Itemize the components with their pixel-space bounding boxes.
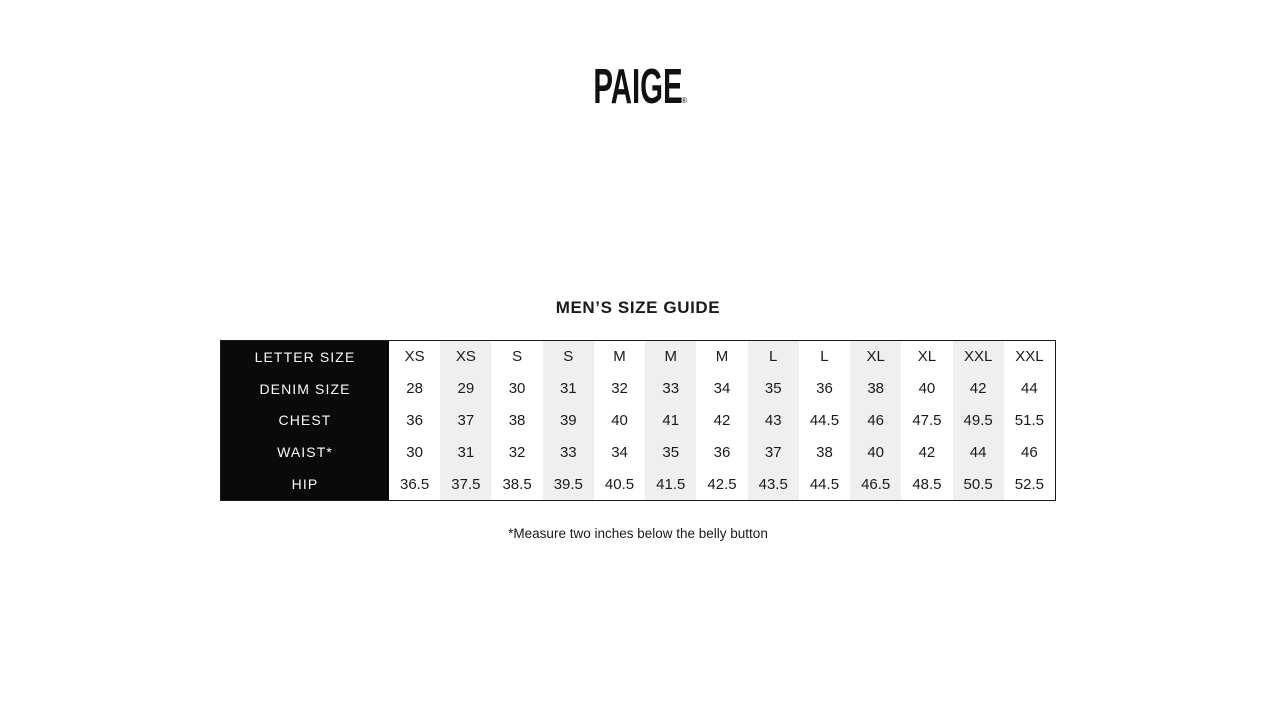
row-header: HIP [221, 468, 389, 500]
size-cell: 39.5 [542, 468, 594, 500]
row-header: DENIM SIZE [221, 372, 389, 405]
size-guide-table: LETTER SIZE XS XS S S M M M L L XL XL XXL XXL DENIM SI… [220, 340, 1056, 501]
size-cell: 50.5 [952, 468, 1004, 500]
size-cell: 33 [542, 436, 594, 469]
size-cell: 28 [389, 372, 441, 405]
size-cell: 43.5 [747, 468, 799, 500]
size-cell: 46 [1003, 436, 1055, 469]
size-cell: 29 [440, 372, 492, 405]
size-cell: 42.5 [696, 468, 748, 500]
size-cell: 44.5 [798, 468, 851, 500]
size-cell: S [542, 341, 594, 373]
size-cell: 35 [645, 436, 697, 469]
size-cell: 32 [491, 436, 543, 469]
size-cell: 49.5 [952, 404, 1004, 437]
size-cell: 43 [747, 404, 799, 437]
size-cell: 31 [440, 436, 492, 469]
size-cell: 37 [747, 436, 799, 469]
size-cell: XXL [952, 341, 1004, 373]
size-cell: 36 [696, 436, 748, 469]
size-cell: 36 [389, 404, 441, 437]
size-cell: 37 [440, 404, 492, 437]
size-cell: 38 [798, 436, 851, 469]
size-cell: 40 [901, 372, 953, 405]
size-cell: 34 [593, 436, 646, 469]
size-cell: 38 [491, 404, 543, 437]
size-cell: M [645, 341, 697, 373]
size-guide-page: PAIGE ® MEN’S SIZE GUIDE LETTER SIZE XS XS… [220, 0, 1056, 720]
brand-logo: PAIGE ® [593, 60, 687, 114]
size-cell: 44 [952, 436, 1004, 469]
size-cell: 42 [901, 436, 953, 469]
size-cell: 48.5 [901, 468, 953, 500]
size-cell: 30 [491, 372, 543, 405]
size-cell: 46.5 [850, 468, 902, 500]
size-cell: L [798, 341, 851, 373]
brand-header: PAIGE ® [220, 60, 1056, 114]
size-cell: 40 [593, 404, 646, 437]
size-cell: 37.5 [440, 468, 492, 500]
size-cell: 38 [850, 372, 902, 405]
size-cell: XS [440, 341, 492, 373]
size-cell: L [747, 341, 799, 373]
size-cell: 31 [542, 372, 594, 405]
size-cell: 32 [593, 372, 646, 405]
size-cell: 39 [542, 404, 594, 437]
size-cell: 52.5 [1003, 468, 1055, 500]
size-cell: 34 [696, 372, 748, 405]
row-header: CHEST [221, 404, 389, 437]
size-cell: 35 [747, 372, 799, 405]
size-cell: XL [901, 341, 953, 373]
size-cell: XL [850, 341, 902, 373]
size-cell: 51.5 [1003, 404, 1055, 437]
row-header: WAIST* [221, 436, 389, 469]
measurement-footnote: *Measure two inches below the belly butt… [508, 526, 768, 541]
size-cell: M [696, 341, 748, 373]
size-cell: 36 [798, 372, 851, 405]
size-cell: 40 [850, 436, 902, 469]
size-cell: 44 [1003, 372, 1055, 405]
size-cell: M [593, 341, 646, 373]
size-cell: 41 [645, 404, 697, 437]
size-cell: 36.5 [389, 468, 441, 500]
brand-logo-text: PAIGE [593, 60, 683, 114]
size-cell: 46 [850, 404, 902, 437]
row-header: LETTER SIZE [221, 341, 389, 373]
size-cell: 41.5 [645, 468, 697, 500]
size-cell: XXL [1003, 341, 1055, 373]
size-cell: 42 [952, 372, 1004, 405]
size-cell: 33 [645, 372, 697, 405]
size-cell: XS [389, 341, 441, 373]
size-cell: 47.5 [901, 404, 953, 437]
size-cell: 44.5 [798, 404, 851, 437]
registered-trademark-icon: ® [681, 96, 687, 105]
size-cell: 38.5 [491, 468, 543, 500]
size-cell: 30 [389, 436, 441, 469]
size-cell: S [491, 341, 543, 373]
size-cell: 40.5 [593, 468, 646, 500]
size-cell: 42 [696, 404, 748, 437]
page-title: MEN’S SIZE GUIDE [555, 298, 721, 317]
